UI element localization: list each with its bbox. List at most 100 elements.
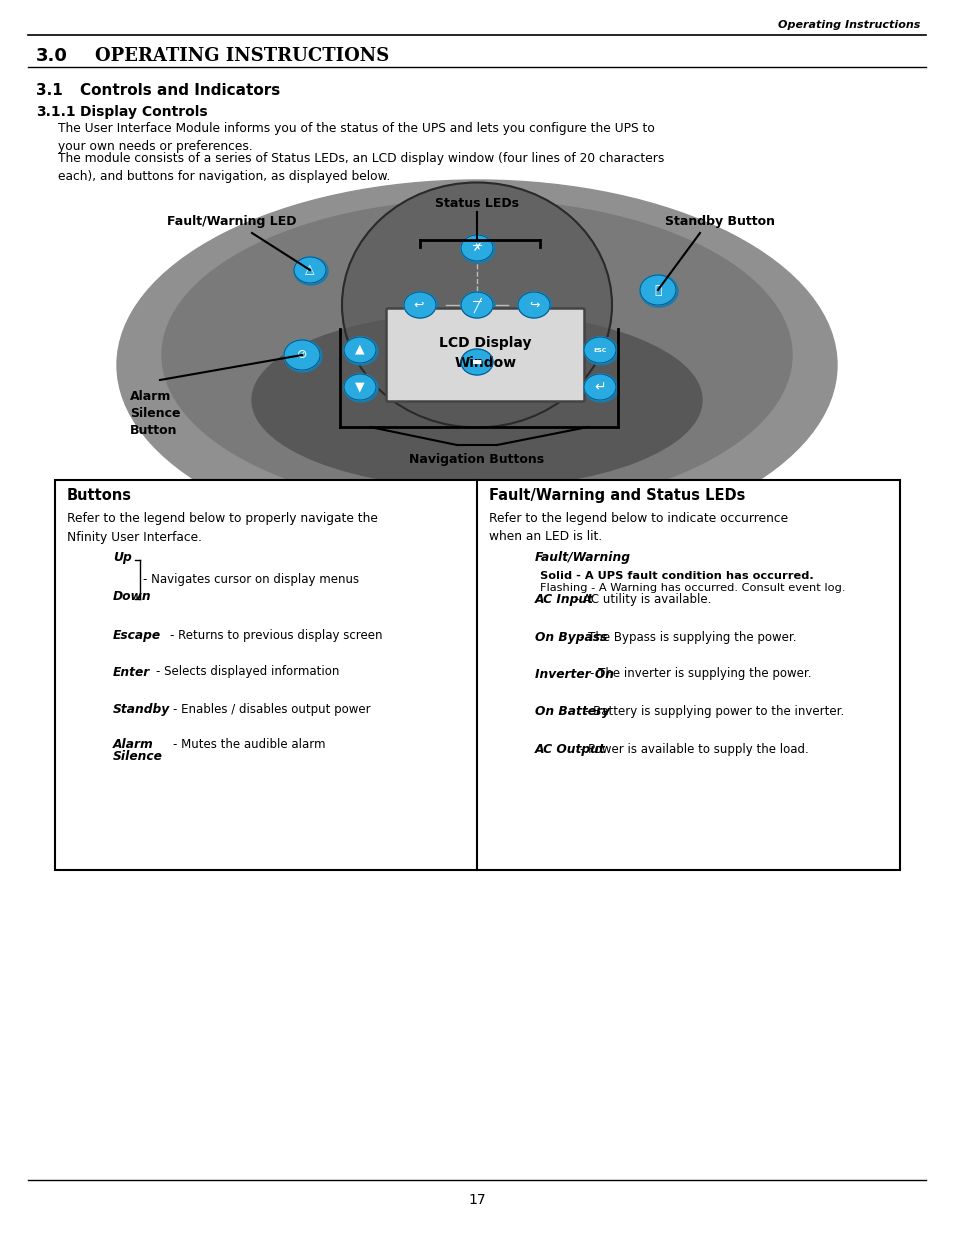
Text: Refer to the legend below to indicate occurrence
when an LED is lit.: Refer to the legend below to indicate oc… — [489, 513, 787, 543]
Ellipse shape — [496, 627, 523, 655]
Text: 3.1.1: 3.1.1 — [36, 105, 75, 119]
Ellipse shape — [344, 374, 375, 400]
Text: ⊘: ⊘ — [82, 741, 92, 755]
Ellipse shape — [341, 183, 612, 427]
Text: - The Bypass is supplying the power.: - The Bypass is supplying the power. — [579, 631, 796, 643]
Ellipse shape — [74, 625, 100, 651]
Bar — [55, 480, 899, 869]
Text: Inverter On: Inverter On — [535, 667, 614, 680]
Text: △: △ — [305, 263, 314, 275]
Ellipse shape — [517, 291, 550, 317]
Ellipse shape — [74, 547, 102, 576]
Ellipse shape — [496, 627, 521, 653]
Text: OPERATING INSTRUCTIONS: OPERATING INSTRUCTIONS — [95, 47, 389, 65]
Text: - Mutes the audible alarm: - Mutes the audible alarm — [172, 739, 325, 752]
Ellipse shape — [460, 291, 495, 320]
Text: Standby: Standby — [112, 703, 170, 715]
Ellipse shape — [74, 585, 102, 614]
Text: ⊘: ⊘ — [296, 348, 307, 362]
Ellipse shape — [403, 291, 436, 317]
Ellipse shape — [517, 291, 552, 320]
Text: ↩: ↩ — [502, 595, 513, 609]
Ellipse shape — [639, 275, 676, 305]
Text: ▬: ▬ — [471, 357, 482, 367]
Ellipse shape — [496, 547, 521, 573]
Text: ⏻: ⏻ — [654, 284, 661, 296]
Ellipse shape — [344, 337, 375, 363]
Text: - Returns to previous display screen: - Returns to previous display screen — [170, 629, 382, 641]
Text: 3.0: 3.0 — [36, 47, 68, 65]
Ellipse shape — [403, 291, 437, 320]
Text: Refer to the legend below to properly navigate the
Nfinity User Interface.: Refer to the legend below to properly na… — [67, 513, 377, 543]
Ellipse shape — [583, 337, 618, 366]
Text: Buttons: Buttons — [67, 488, 132, 503]
Ellipse shape — [460, 291, 493, 317]
Ellipse shape — [294, 257, 326, 283]
Ellipse shape — [74, 735, 100, 761]
Text: On Bypass: On Bypass — [535, 631, 607, 643]
Text: ▼: ▼ — [82, 593, 91, 605]
Ellipse shape — [344, 337, 377, 366]
Ellipse shape — [294, 257, 328, 285]
Text: Status LEDs: Status LEDs — [435, 198, 518, 210]
FancyBboxPatch shape — [386, 309, 584, 401]
Text: ↵: ↵ — [81, 668, 92, 682]
Text: Up: Up — [112, 551, 132, 563]
Ellipse shape — [583, 374, 616, 400]
Ellipse shape — [117, 180, 836, 550]
Text: ▲: ▲ — [82, 552, 91, 566]
Text: Fault/Warning LED: Fault/Warning LED — [167, 215, 296, 228]
Text: The module consists of a series of Status LEDs, an LCD display window (four line: The module consists of a series of Statu… — [58, 152, 663, 183]
Text: - Power is available to supply the load.: - Power is available to supply the load. — [579, 742, 808, 756]
Ellipse shape — [74, 547, 100, 573]
Text: ↪: ↪ — [529, 299, 539, 311]
Text: Flashing - A Warning has occurred. Consult event log.: Flashing - A Warning has occurred. Consu… — [539, 583, 844, 593]
Ellipse shape — [74, 735, 102, 763]
Ellipse shape — [74, 699, 102, 727]
Text: ↪: ↪ — [504, 746, 515, 758]
Text: △: △ — [503, 553, 514, 566]
Ellipse shape — [460, 235, 493, 261]
Ellipse shape — [460, 350, 495, 377]
Text: Controls and Indicators: Controls and Indicators — [80, 83, 280, 98]
Ellipse shape — [496, 664, 523, 692]
Text: ▲: ▲ — [355, 342, 364, 356]
Text: Standby Button: Standby Button — [664, 215, 774, 228]
Text: Silence: Silence — [112, 751, 163, 763]
Ellipse shape — [162, 200, 791, 510]
Ellipse shape — [496, 589, 521, 615]
Text: - Selects displayed information: - Selects displayed information — [156, 666, 339, 678]
Text: Fault/Warning and Status LEDs: Fault/Warning and Status LEDs — [489, 488, 744, 503]
Text: Alarm
Silence
Button: Alarm Silence Button — [130, 390, 180, 437]
Text: AC Output: AC Output — [535, 742, 605, 756]
Ellipse shape — [583, 337, 616, 363]
Text: Solid - A UPS fault condition has occurred.: Solid - A UPS fault condition has occurr… — [539, 571, 813, 580]
Ellipse shape — [460, 235, 495, 263]
Text: Enter: Enter — [112, 666, 150, 678]
Ellipse shape — [460, 350, 493, 375]
Text: Display Controls: Display Controls — [80, 105, 208, 119]
Text: Down: Down — [112, 589, 152, 603]
Ellipse shape — [496, 589, 523, 618]
Text: On Battery: On Battery — [535, 705, 609, 719]
Ellipse shape — [252, 312, 701, 488]
Text: ▬: ▬ — [503, 710, 514, 720]
Text: Alarm: Alarm — [112, 739, 153, 752]
Text: - AC utility is available.: - AC utility is available. — [575, 593, 711, 605]
Text: Navigation Buttons: Navigation Buttons — [409, 453, 544, 466]
Ellipse shape — [639, 275, 678, 308]
Ellipse shape — [74, 585, 100, 613]
Text: ╱: ╱ — [505, 669, 512, 684]
Ellipse shape — [74, 662, 100, 688]
Text: - Navigates cursor on display menus: - Navigates cursor on display menus — [143, 573, 358, 585]
Text: ╱: ╱ — [473, 298, 480, 312]
Ellipse shape — [74, 662, 102, 690]
Text: - Battery is supplying power to the inverter.: - Battery is supplying power to the inve… — [584, 705, 843, 719]
Ellipse shape — [496, 739, 523, 767]
Text: - The inverter is supplying the power.: - The inverter is supplying the power. — [589, 667, 810, 680]
Ellipse shape — [496, 664, 521, 690]
Text: 17: 17 — [468, 1193, 485, 1207]
Text: ▼: ▼ — [355, 380, 364, 394]
Text: ⏻: ⏻ — [83, 705, 91, 719]
Text: 3.1: 3.1 — [36, 83, 63, 98]
